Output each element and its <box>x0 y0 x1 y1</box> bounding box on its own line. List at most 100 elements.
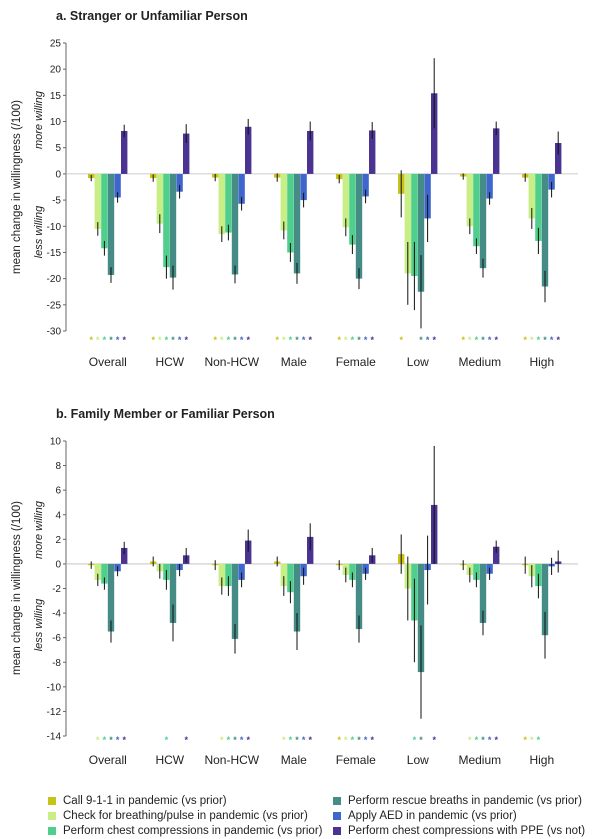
panel-a: a. Stranger or Unfamiliar Person mean cha… <box>11 9 578 369</box>
bar <box>101 173 108 249</box>
legend-swatch <box>333 827 341 835</box>
bar <box>176 173 183 192</box>
y-axis-label: mean change in willingness (/100) <box>11 501 23 675</box>
significance-marker: * <box>370 735 374 745</box>
significance-marker: * <box>468 735 472 745</box>
significance-marker: * <box>227 735 231 745</box>
bar <box>94 173 101 229</box>
y-tick-label: 2 <box>55 535 61 546</box>
bar <box>404 173 411 274</box>
bar <box>107 173 115 275</box>
legend-swatch <box>48 812 56 820</box>
bar <box>417 563 425 673</box>
bar <box>121 130 128 174</box>
bar <box>479 173 487 269</box>
bar <box>94 563 101 580</box>
y-axis-label: mean change in willingness (/100) <box>11 100 23 274</box>
significance-marker: * <box>89 335 93 345</box>
significance-marker: * <box>116 335 120 345</box>
legend-label: Apply AED in pandemic (vs prior) <box>348 810 517 822</box>
bar <box>541 563 549 636</box>
legend-item: Apply AED in pandemic (vs prior) <box>333 810 517 822</box>
significance-marker: * <box>426 335 430 345</box>
significance-marker: * <box>103 735 107 745</box>
significance-marker: * <box>308 335 312 345</box>
legend-item: Check for breathing/pulse in pandemic (v… <box>48 810 308 822</box>
significance-marker: * <box>364 335 368 345</box>
significance-marker: * <box>240 735 244 745</box>
category-label: Low <box>407 355 429 369</box>
category-label: Medium <box>458 753 501 767</box>
y-tick-label: 6 <box>55 486 61 497</box>
category-label: Female <box>336 355 376 369</box>
y-tick-label: -6 <box>52 633 61 644</box>
significance-marker: * <box>116 735 120 745</box>
significance-marker: * <box>370 335 374 345</box>
bar <box>300 173 307 201</box>
significance-marker: * <box>227 335 231 345</box>
bar <box>355 173 363 279</box>
y-tick-label: 10 <box>50 437 62 448</box>
y-tick-label: -30 <box>47 327 62 338</box>
bar <box>218 173 225 235</box>
significance-marker: * <box>488 335 492 345</box>
bar <box>535 173 542 241</box>
bar <box>225 173 232 233</box>
bar <box>183 133 190 174</box>
bar <box>307 130 314 174</box>
bar <box>362 173 369 197</box>
y-tick-label: -8 <box>52 658 61 669</box>
significance-marker: * <box>351 335 355 345</box>
bar <box>369 130 376 174</box>
bar <box>349 563 356 580</box>
significance-marker: * <box>178 335 182 345</box>
significance-marker: * <box>432 735 436 745</box>
category-label: HCW <box>155 753 184 767</box>
bar <box>163 173 170 268</box>
bar <box>528 173 535 219</box>
significance-marker: * <box>109 735 113 745</box>
significance-marker: * <box>344 335 348 345</box>
bar <box>287 173 294 253</box>
bar <box>280 563 287 587</box>
bar <box>114 173 121 198</box>
y-tick-label: -4 <box>52 609 61 620</box>
significance-marker: * <box>357 735 361 745</box>
chart-title: b. Family Member or Familiar Person <box>56 407 275 421</box>
significance-marker: * <box>233 335 237 345</box>
category-label: Male <box>281 355 307 369</box>
legend-item: Perform rescue breaths in pandemic (vs p… <box>333 795 582 807</box>
significance-marker: * <box>481 335 485 345</box>
significance-marker: * <box>537 335 541 345</box>
category-label: Non-HCW <box>204 753 259 767</box>
significance-marker: * <box>556 335 560 345</box>
legend-item: Call 9-1-1 in pandemic (vs prior) <box>48 795 227 807</box>
significance-marker: * <box>543 335 547 345</box>
significance-marker: * <box>530 335 534 345</box>
legend-swatch <box>333 797 341 805</box>
legend-label: Call 9-1-1 in pandemic (vs prior) <box>63 795 227 807</box>
significance-marker: * <box>220 735 224 745</box>
significance-marker: * <box>475 735 479 745</box>
significance-marker: * <box>165 735 169 745</box>
y-tick-label: 5 <box>55 143 61 154</box>
significance-marker: * <box>289 335 293 345</box>
legend-label: Perform chest compressions in pandemic (… <box>63 825 323 837</box>
y-tick-label: -10 <box>47 682 62 693</box>
bar <box>493 128 500 174</box>
y-tick-label: 20 <box>50 65 62 76</box>
legend-swatch <box>48 797 56 805</box>
less-willing-annotation: less willing <box>33 205 45 258</box>
significance-marker: * <box>413 735 417 745</box>
significance-marker: * <box>184 335 188 345</box>
significance-marker: * <box>537 735 541 745</box>
significance-marker: * <box>308 735 312 745</box>
more-willing-annotation: more willing <box>33 500 45 559</box>
bar <box>486 173 493 199</box>
significance-marker: * <box>275 335 279 345</box>
y-tick-label: 0 <box>55 559 61 570</box>
category-label: HCW <box>155 355 184 369</box>
bar <box>225 563 232 587</box>
significance-marker: * <box>282 335 286 345</box>
bar <box>280 173 287 231</box>
